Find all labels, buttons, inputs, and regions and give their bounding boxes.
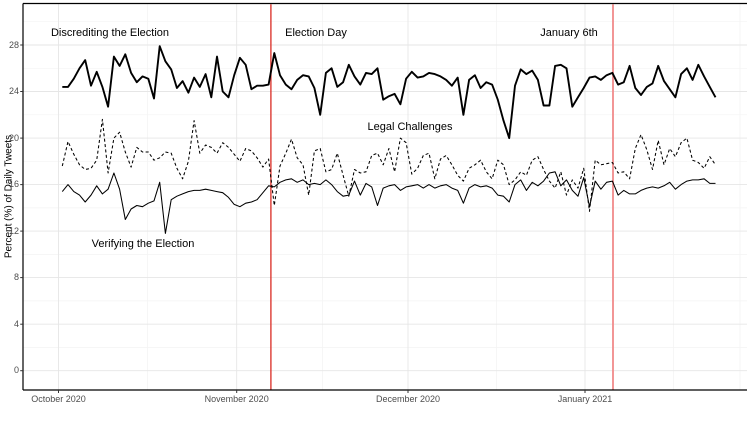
series-discrediting-the-election-line [62,45,717,140]
annotation-verifying: Verifying the Election [91,238,195,250]
y-tick-label-20: 20 [8,132,19,143]
x-tick-label-2: November 2020 [204,394,269,404]
y-tick-label-24: 24 [8,86,19,97]
axes [20,2,747,393]
x-tick-label-1: October 2020 [31,394,86,404]
annotation-election-day: Election Day [285,27,347,39]
series-legal-challenges-line [61,118,716,212]
annotation-legal-challenges: Legal Challenges [367,121,453,133]
y-tick-label-12: 12 [8,225,19,236]
x-tick-label-3: December 2020 [375,394,441,404]
y-tick-label-0: 0 [13,365,19,376]
annotation-discrediting: Discrediting the Election [50,27,170,39]
series-verifying-the-election-line [61,171,716,234]
x-tick-label-4: January 2021 [557,394,613,404]
y-tick-label-28: 28 [8,39,19,50]
gridlines-minor [23,3,747,390]
y-tick-label-16: 16 [8,179,19,190]
annotation-january-6th: January 6th [540,27,598,39]
y-tick-label-4: 4 [13,318,19,329]
gridlines-major [23,3,747,390]
y-tick-label-8: 8 [13,272,19,283]
